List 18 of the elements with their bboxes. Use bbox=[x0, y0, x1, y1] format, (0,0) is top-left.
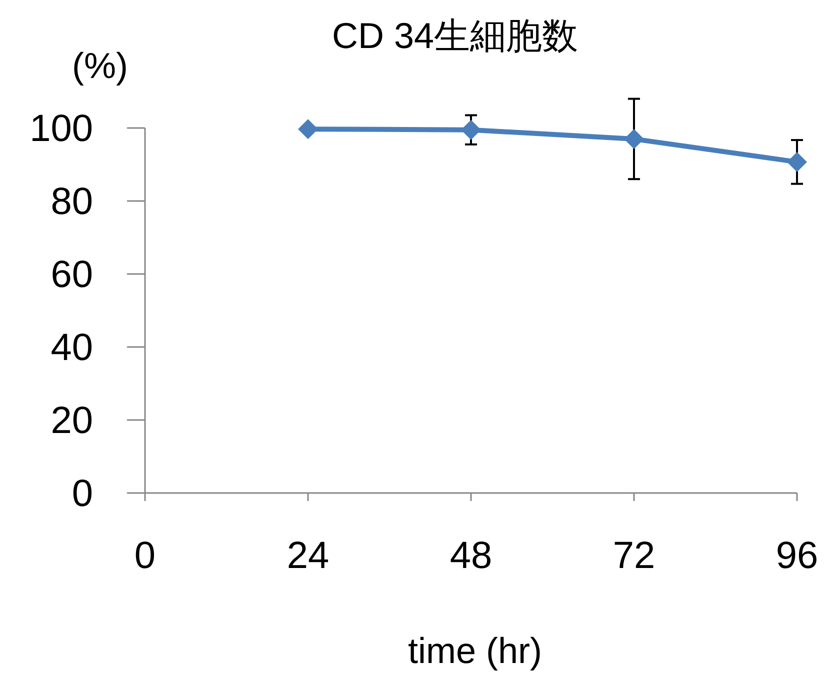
x-tick-label: 48 bbox=[450, 535, 492, 577]
point bbox=[787, 152, 807, 172]
x-tick-label: 24 bbox=[286, 535, 330, 577]
x-axis-title: time (hr) bbox=[408, 630, 542, 671]
x-tick-label: 72 bbox=[612, 535, 656, 577]
point bbox=[298, 119, 318, 140]
point bbox=[624, 128, 644, 149]
x-tick-label: 96 bbox=[776, 535, 818, 577]
y-tick-label: 0 bbox=[72, 473, 93, 515]
x-tick-label: 0 bbox=[134, 535, 156, 577]
chart-title: CD 34生細胞数 bbox=[332, 15, 578, 56]
y-tick-label: 100 bbox=[30, 108, 93, 150]
y-tick-label: 20 bbox=[50, 400, 93, 442]
y-tick-label: 80 bbox=[50, 181, 93, 223]
point bbox=[461, 120, 481, 140]
y-axis-title: (%) bbox=[72, 45, 128, 86]
y-tick-label: 60 bbox=[50, 254, 93, 296]
y-tick-label: 40 bbox=[50, 327, 93, 369]
